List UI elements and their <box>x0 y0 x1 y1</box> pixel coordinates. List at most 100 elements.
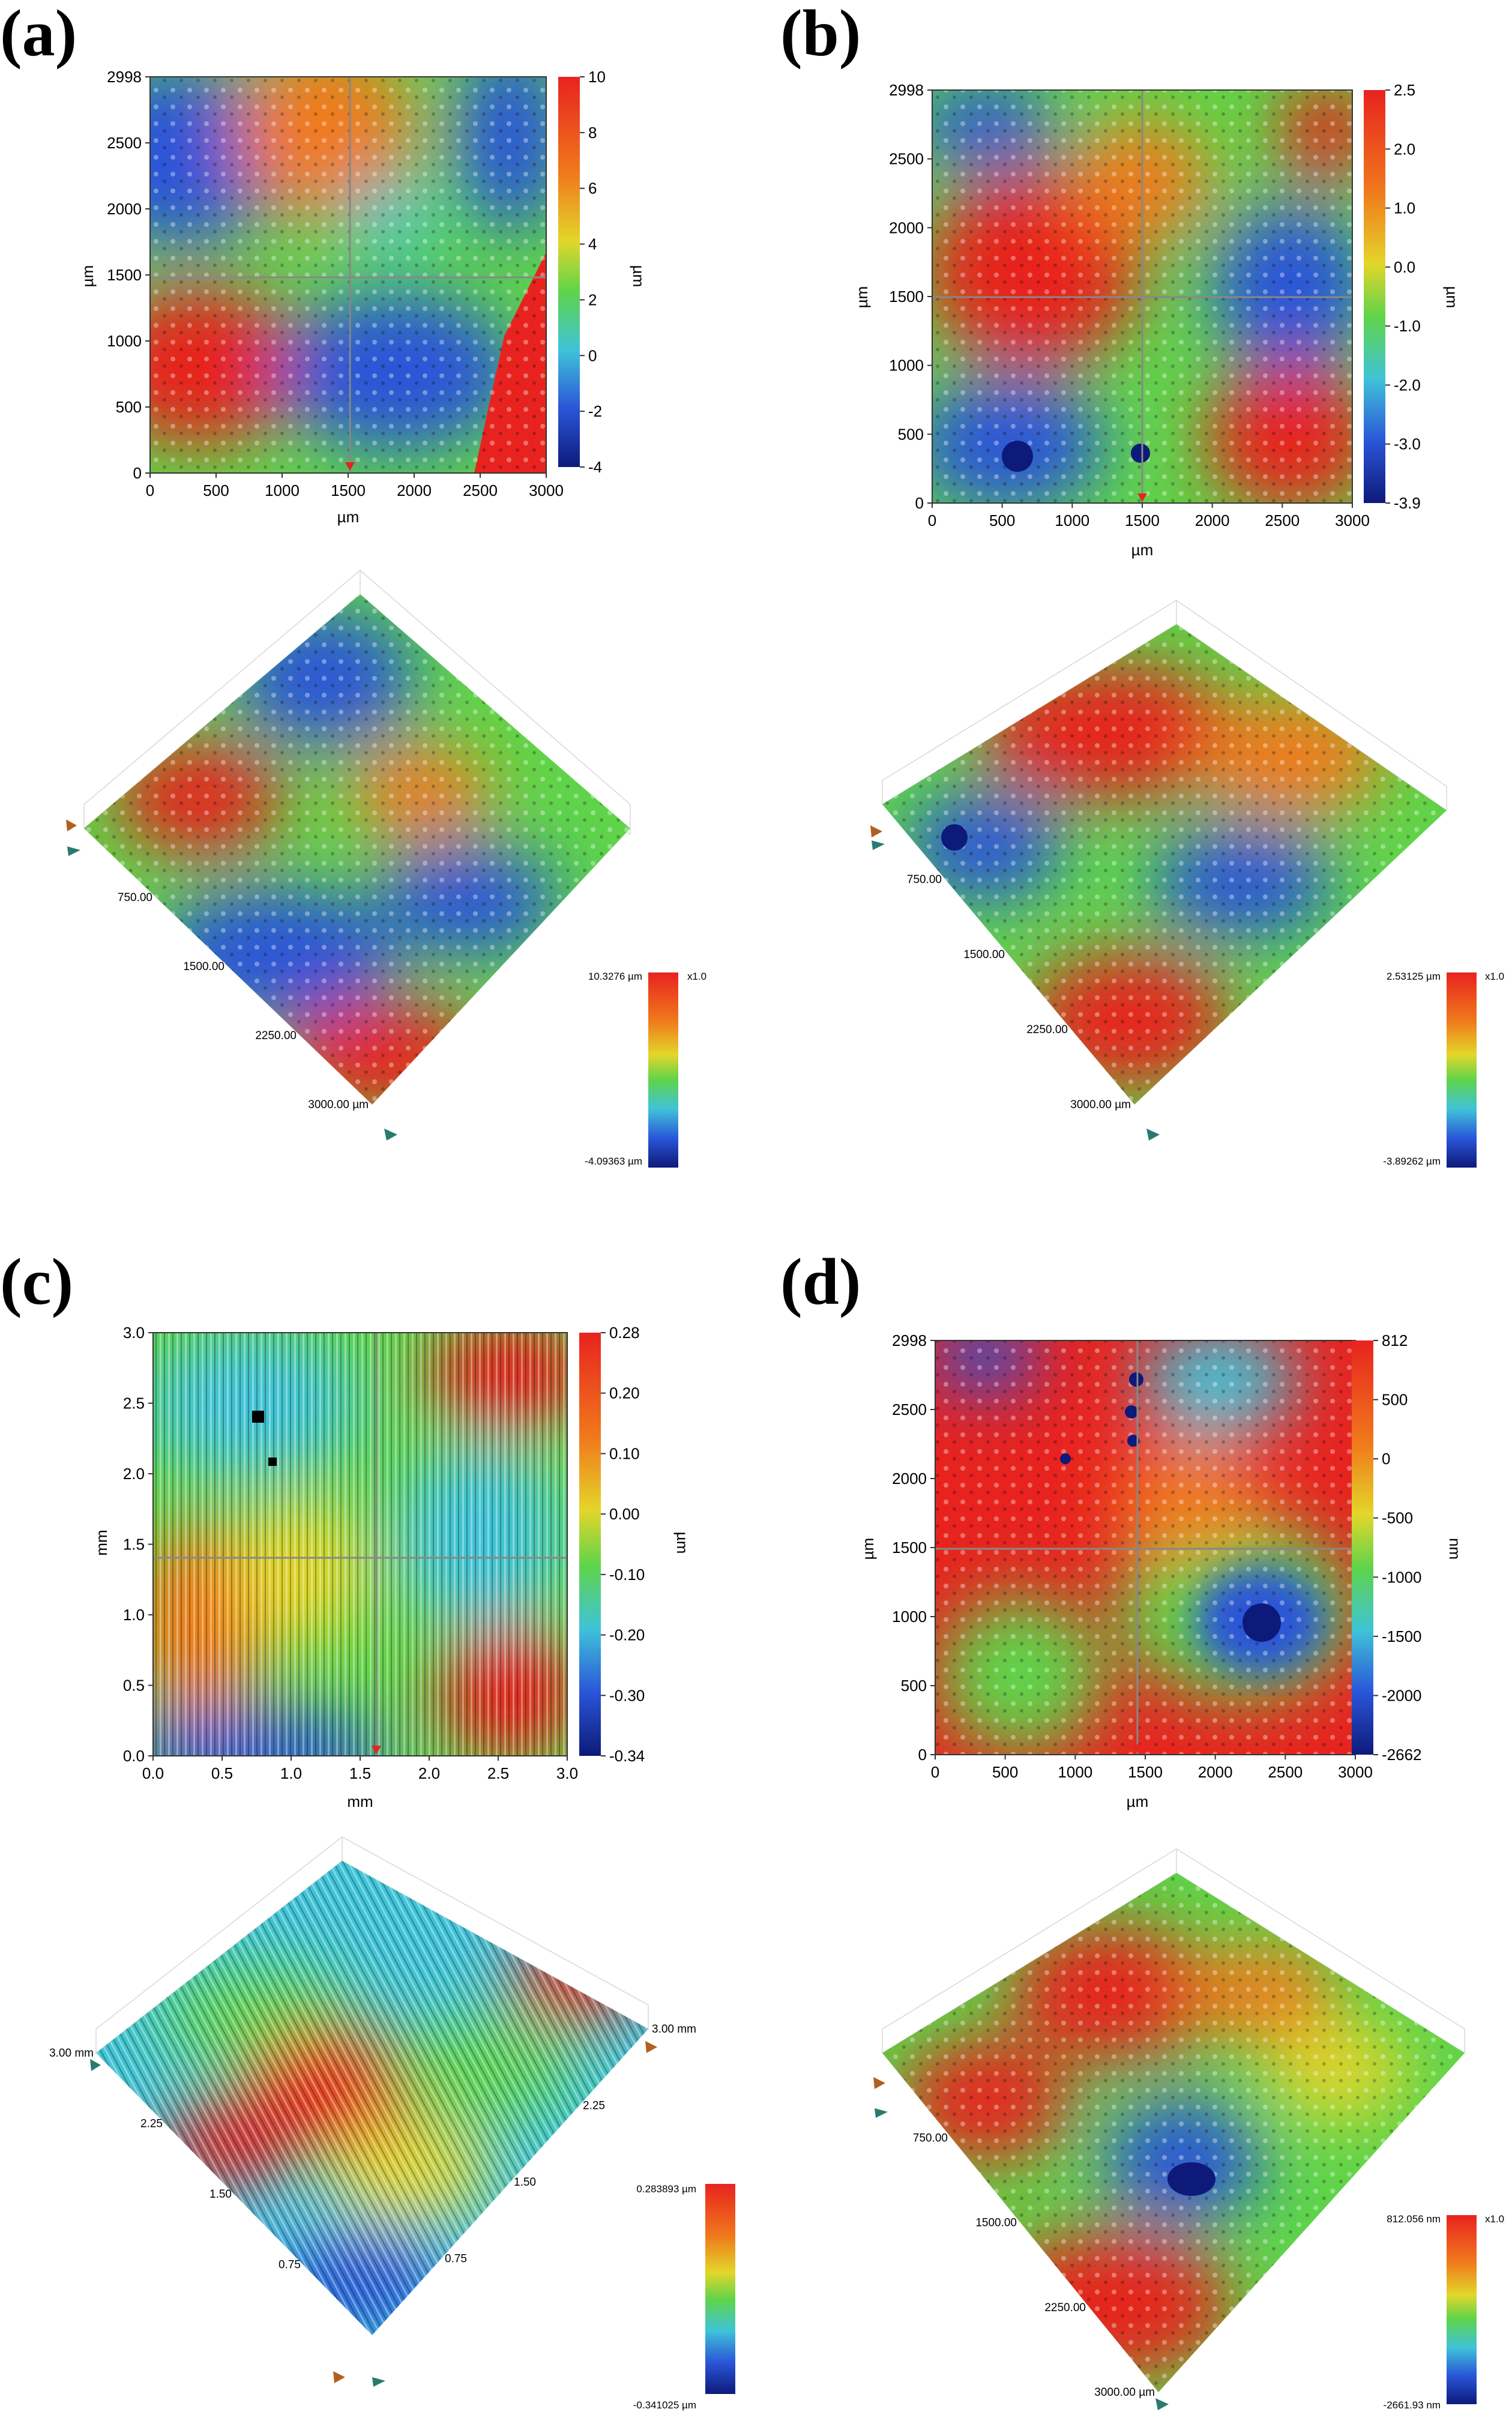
panel-b-3d-orientation-icon <box>870 825 1160 1141</box>
panel-d-3d-surface: 750.00 1500.00 2250.00 3000.00 µm 812.056 n… <box>873 1848 1504 2411</box>
y-tick-label: 2000 <box>107 200 142 218</box>
surface-axis-tick-label: 750.00 <box>118 891 152 904</box>
x-tick-label: 0 <box>931 1763 939 1781</box>
scale-tick-label: -2000 <box>1382 1686 1422 1704</box>
scale-tick-label: -4 <box>588 458 602 476</box>
y-tick-label: 1.5 <box>123 1536 145 1554</box>
panel-c-3d-axis-ticks: 3.00 mm 2.25 1.50 0.75 3.00 mm 2.25 1.50 0.75 <box>49 2023 696 2272</box>
scale-tick-label: 0 <box>588 346 597 364</box>
panel-c-scale-ticks: 0.28 0.20 0.10 0.00 -0.10 -0.20 -0.30 -0.34 <box>601 1324 645 1765</box>
x-tick-label: 2000 <box>1198 1763 1233 1781</box>
panel-c-y-unit: mm <box>92 1530 110 1555</box>
x-tick-label: 1.5 <box>349 1764 371 1782</box>
surface-left-tick-label: 2.25 <box>140 2118 163 2130</box>
panel-a-scale-ticks: 10 8 6 4 2 0 -2 -4 <box>580 68 606 476</box>
panel-c-height-map: 0.0 0.5 1.0 1.5 2.0 2.5 3.0 0.0 0.5 1.0 1.5 2.0 2.5… <box>92 1324 691 1810</box>
y-tick-label: 0 <box>918 1746 927 1764</box>
panel-c-3d-color-scale <box>705 2184 735 2394</box>
panel-d-color-scale <box>1352 1340 1373 1755</box>
scale-tick-label: 10 <box>588 68 606 86</box>
panel-c-x-unit: mm <box>347 1792 373 1810</box>
x-tick-label: 3000 <box>529 481 564 499</box>
scale-tick-label: -3.0 <box>1394 435 1421 453</box>
panel-c-3d-scale-min: -0.341025 µm <box>633 2399 696 2411</box>
x-tick-label: 1500 <box>1125 511 1160 529</box>
panel-d-x-ticks: 0 500 1000 1500 2000 2500 3000 <box>931 1755 1373 1781</box>
x-tick-label: 3.0 <box>556 1764 578 1782</box>
scale-tick-label: 0.10 <box>609 1444 640 1462</box>
surface-right-tick-label: 3.00 mm <box>652 2023 696 2036</box>
scale-tick-label: 0.0 <box>1394 258 1415 276</box>
x-tick-label: 0.5 <box>211 1764 233 1782</box>
panel-b-y-unit: µm <box>853 286 871 309</box>
scale-tick-label: 812 <box>1382 1331 1408 1349</box>
scale-tick-label: 0 <box>1382 1450 1390 1468</box>
surface-axis-tick-label: 2250.00 <box>255 1030 297 1042</box>
surface-right-tick-label: 2.25 <box>583 2100 605 2112</box>
scale-tick-label: 0.28 <box>609 1324 640 1342</box>
x-tick-label: 2.0 <box>418 1764 440 1782</box>
y-tick-label: 2500 <box>889 150 924 168</box>
scale-tick-label: 0.00 <box>609 1505 640 1523</box>
surface-right-tick-label: 1.50 <box>514 2176 536 2189</box>
y-tick-label: 500 <box>901 1677 927 1695</box>
scale-tick-label: -1500 <box>1382 1627 1422 1645</box>
x-tick-label: 2500 <box>463 481 498 499</box>
panel-c-y-ticks: 0.0 0.5 1.0 1.5 2.0 2.5 3.0 <box>123 1324 153 1765</box>
y-tick-label: 1500 <box>107 266 142 284</box>
panel-a-scale-unit: µm <box>630 265 648 288</box>
scale-tick-label: 4 <box>588 235 597 253</box>
y-tick-label: 1.0 <box>123 1606 145 1624</box>
x-tick-label: 1500 <box>331 481 366 499</box>
surface-axis-tick-label: 1500.00 <box>975 2217 1017 2230</box>
x-tick-label: 2.5 <box>487 1764 509 1782</box>
scale-tick-label: 500 <box>1382 1391 1408 1409</box>
x-tick-label: 3000 <box>1338 1763 1373 1781</box>
panel-a-3d-color-scale <box>648 972 678 1168</box>
x-tick-label: 1500 <box>1128 1763 1163 1781</box>
panel-d-3d-axis-ticks: 750.00 1500.00 2250.00 3000.00 µm <box>913 2132 1155 2399</box>
panel-d-3d-scale-min: -2661.93 nm <box>1384 2399 1441 2411</box>
panel-b-y-ticks: 0 500 1000 1500 2000 2500 2998 <box>889 81 932 512</box>
y-tick-label: 2500 <box>107 134 142 152</box>
y-tick-label: 1000 <box>892 1608 927 1626</box>
x-tick-label: 1000 <box>1055 511 1089 529</box>
panel-label-d: (d) <box>780 1245 861 1318</box>
scale-tick-label: -2 <box>588 402 602 420</box>
panel-a-3d-surface: 750.00 1500.00 2250.00 3000.00 µm 10.3276 µ… <box>66 570 706 1168</box>
panel-a-3d-zoom: x1.0 <box>687 971 706 982</box>
panel-a-x-ticks: 0 500 1000 1500 2000 2500 3000 <box>146 473 564 499</box>
panel-a-3d-axis-ticks: 750.00 1500.00 2250.00 3000.00 µm <box>118 891 369 1111</box>
surface-left-tick-label: 0.75 <box>279 2259 301 2272</box>
y-tick-label: 1500 <box>889 288 924 306</box>
y-tick-label: 0.5 <box>123 1677 145 1695</box>
panel-b-3d-scale-max: 2.53125 µm <box>1387 971 1441 982</box>
x-tick-label: 2000 <box>397 481 432 499</box>
x-tick-label: 500 <box>989 511 1015 529</box>
surface-left-tick-label: 3.00 mm <box>49 2047 94 2060</box>
panel-b-scale-unit: µm <box>1443 286 1461 309</box>
y-tick-label: 1000 <box>889 357 924 375</box>
y-tick-label: 3.0 <box>123 1324 145 1342</box>
panel-d-y-unit: µm <box>859 1538 877 1560</box>
x-tick-label: 0.0 <box>142 1764 164 1782</box>
surface-axis-tick-label: 3000.00 µm <box>1094 2386 1155 2399</box>
panel-a-y-unit: µm <box>79 265 97 288</box>
scale-tick-label: 6 <box>588 179 597 197</box>
panel-a-3d-scale-min: -4.09363 µm <box>585 1156 642 1167</box>
y-tick-label: 1000 <box>107 332 142 350</box>
y-tick-label: 2.5 <box>123 1394 145 1413</box>
scale-tick-label: -1.0 <box>1394 317 1421 335</box>
panel-d-scale-unit: nm <box>1446 1538 1464 1560</box>
panel-label-b: (b) <box>780 0 861 70</box>
scale-tick-label: -0.20 <box>609 1626 645 1644</box>
surface-axis-tick-label: 3000.00 µm <box>308 1099 369 1111</box>
panel-a-height-map: 0 500 1000 1500 2000 2500 3000 050010001500200… <box>79 68 648 526</box>
panel-a-y-ticks: 0 500 1000 1500 2000 2500 2998 <box>107 68 150 482</box>
scale-tick-label: 2.5 <box>1394 81 1415 99</box>
y-tick-label: 0 <box>915 494 924 512</box>
panel-c-3d-scale-max: 0.283893 µm <box>636 2183 696 2195</box>
x-tick-label: 1000 <box>1058 1763 1092 1781</box>
scale-tick-label: -2662 <box>1382 1746 1422 1764</box>
